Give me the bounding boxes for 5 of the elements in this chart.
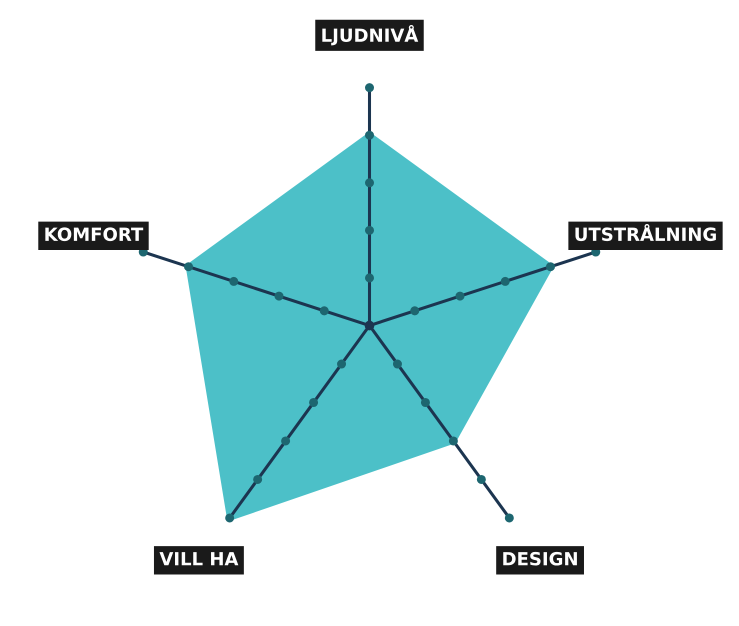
- spoke-label: VILL HA: [159, 552, 238, 566]
- spoke-label: DESIGN: [503, 552, 577, 566]
- spoke-label: KOMFORT: [45, 227, 144, 242]
- spoke-label: UTSTRÅLNING: [575, 224, 716, 242]
- spoke-label: LJUDNIVÅ: [322, 24, 418, 46]
